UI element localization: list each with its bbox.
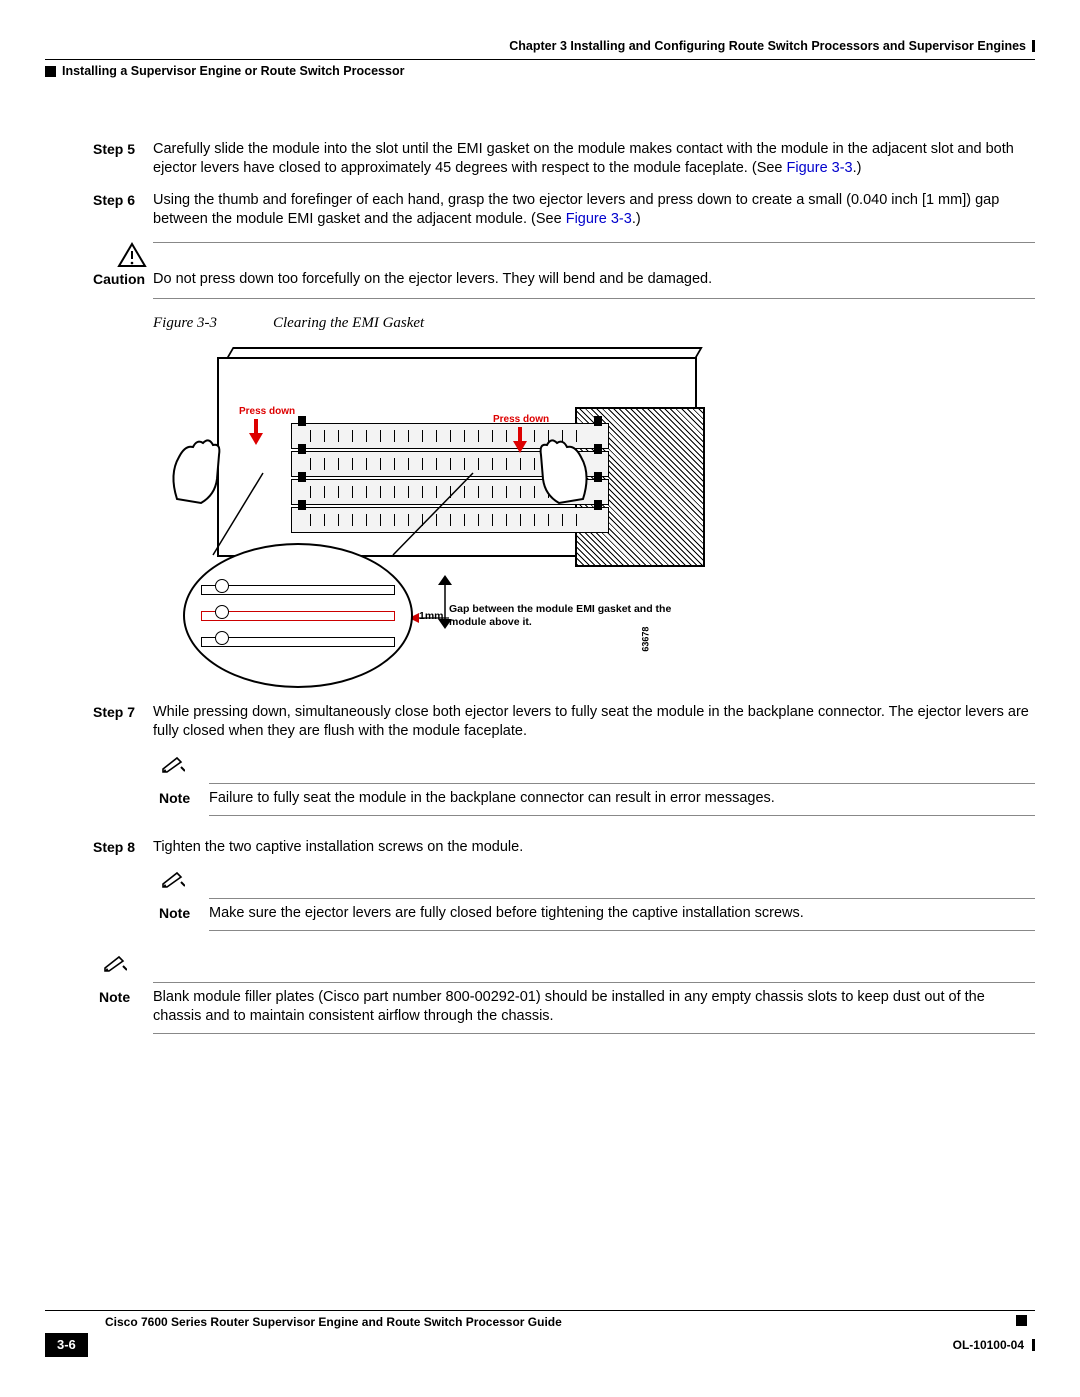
step-8-label: Step 8 <box>45 838 153 941</box>
footer-end-mark <box>1032 1339 1035 1351</box>
gap-mm-label: 1mm <box>419 609 444 623</box>
header-section-row: Installing a Supervisor Engine or Route … <box>45 59 1035 80</box>
step-8: Step 8 Tighten the two captive installat… <box>45 838 1035 941</box>
step-7-text: While pressing down, simultaneously clos… <box>153 703 1035 742</box>
zoom-detail <box>183 543 413 688</box>
page-number: 3-6 <box>45 1333 88 1357</box>
pencil-icon <box>103 955 127 977</box>
figure-image-number: 63678 <box>639 626 651 651</box>
step-7-label: Step 7 <box>45 703 153 826</box>
note-label: Note <box>93 988 153 1027</box>
section-title: Installing a Supervisor Engine or Route … <box>62 63 404 80</box>
note-3-text: Blank module filler plates (Cisco part n… <box>153 988 1035 1027</box>
note-1-text: Failure to fully seat the module in the … <box>209 789 1035 809</box>
footer-doc-title: Cisco 7600 Series Router Supervisor Engi… <box>45 1314 1016 1330</box>
step-5-label: Step 5 <box>45 140 153 179</box>
step-6: Step 6 Using the thumb and forefinger of… <box>45 191 1035 230</box>
caution-triangle-icon <box>107 242 153 272</box>
note-filler-plates: Note Blank module filler plates (Cisco p… <box>45 953 1035 1034</box>
figure-title: Clearing the EMI Gasket <box>273 313 424 333</box>
header-end-mark <box>1032 40 1035 52</box>
pencil-icon <box>161 756 185 778</box>
figure-3-3-link-2[interactable]: Figure 3-3 <box>566 211 632 227</box>
step-7: Step 7 While pressing down, simultaneous… <box>45 703 1035 826</box>
footer-square-icon <box>1016 1315 1027 1326</box>
step-5-text-a: Carefully slide the module into the slot… <box>153 141 1014 177</box>
header-square-icon <box>45 66 56 77</box>
caution-label: Caution <box>45 270 153 290</box>
figure-caption: Figure 3-3 Clearing the EMI Gasket <box>45 313 1035 333</box>
header-chapter-row: Chapter 3 Installing and Configuring Rou… <box>45 38 1035 55</box>
note-seat-module: Note Failure to fully seat the module in… <box>153 754 1035 816</box>
step-6-text-b: .) <box>632 211 641 227</box>
figure-3-3: Press down Press down <box>153 343 773 703</box>
pencil-icon <box>161 871 185 893</box>
caution-block: Caution Do not press down too forcefully… <box>45 242 1035 299</box>
caution-text: Do not press down too forcefully on the … <box>153 270 1035 290</box>
step-6-body: Using the thumb and forefinger of each h… <box>153 191 1035 230</box>
gap-description: Gap between the module EMI gasket and th… <box>449 603 689 630</box>
figure-3-3-link[interactable]: Figure 3-3 <box>787 160 853 176</box>
step-8-text: Tighten the two captive installation scr… <box>153 838 1035 858</box>
note-label: Note <box>153 904 209 924</box>
note-ejector-levers: Note Make sure the ejector levers are fu… <box>153 869 1035 931</box>
document-id: OL-10100-04 <box>953 1337 1024 1353</box>
chapter-title: Chapter 3 Installing and Configuring Rou… <box>509 38 1026 55</box>
note-2-text: Make sure the ejector levers are fully c… <box>209 904 1035 924</box>
figure-number: Figure 3-3 <box>153 313 273 333</box>
note-label: Note <box>153 789 209 809</box>
step-5-text-b: .) <box>853 160 862 176</box>
page-footer: Cisco 7600 Series Router Supervisor Engi… <box>45 1310 1035 1357</box>
step-6-label: Step 6 <box>45 191 153 230</box>
step-5-body: Carefully slide the module into the slot… <box>153 140 1035 179</box>
step-5: Step 5 Carefully slide the module into t… <box>45 140 1035 179</box>
